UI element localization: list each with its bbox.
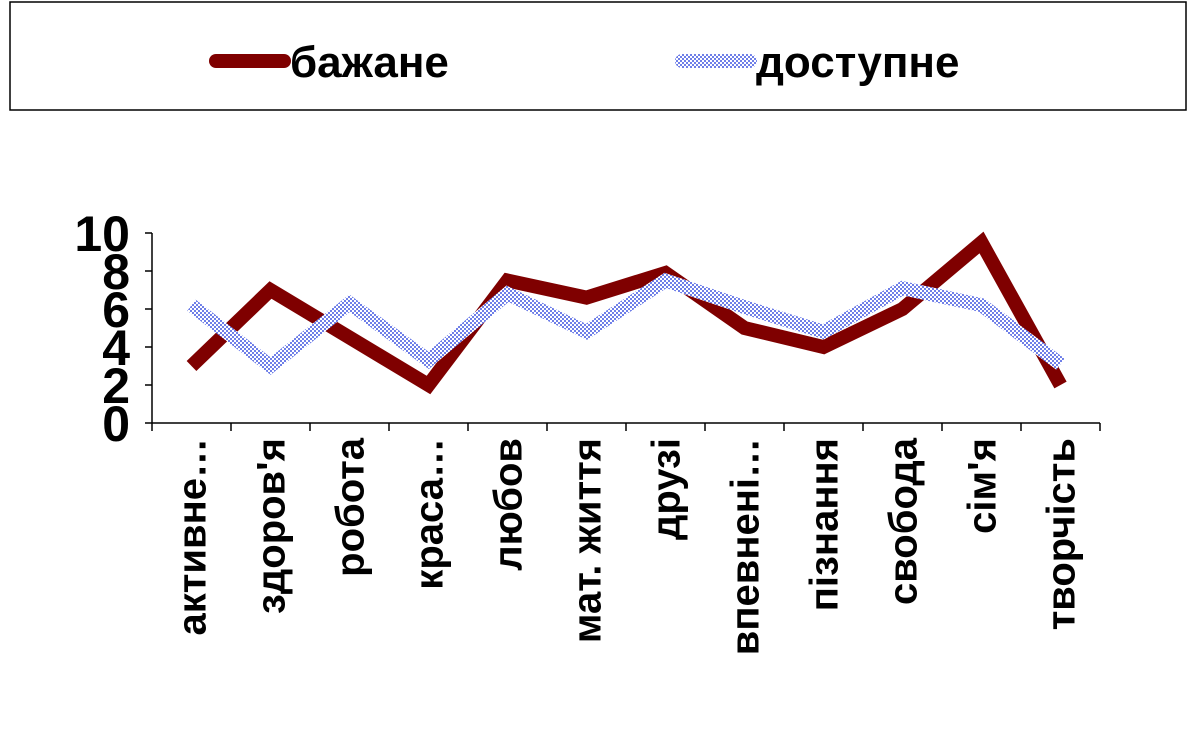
x-tick-label-7: впевнені… — [724, 438, 768, 655]
series-0-point-10 — [981, 242, 983, 244]
plot-area — [186, 231, 1067, 395]
y-tick-label-3: 6 — [102, 282, 130, 338]
x-axis: активне… здоров'я робота краса… любов мат. жи… — [151, 422, 1101, 655]
series-0-point-5 — [586, 297, 588, 299]
series-0-point-8 — [823, 346, 825, 348]
series-0-point-11 — [1060, 384, 1062, 386]
y-tick-label-4: 8 — [102, 244, 130, 300]
series-1-point-0 — [191, 304, 193, 306]
x-tick-label-10: сім'я — [961, 438, 1005, 534]
series-0-point-4 — [507, 280, 509, 282]
x-tick-label-5: мат. життя — [566, 438, 610, 643]
legend: бажане доступне — [9, 1, 1187, 111]
series-1-point-7 — [744, 306, 746, 308]
x-tick-label-0: активне… — [171, 438, 215, 635]
series-0-point-9 — [902, 308, 904, 310]
x-tick-label-8: пізнання — [803, 438, 847, 611]
series-1-point-8 — [823, 331, 825, 333]
y-tick-label-1: 2 — [102, 358, 130, 414]
y-tick-label-5: 10 — [74, 206, 130, 262]
series-1-point-1 — [270, 365, 272, 367]
series-1-point-4 — [507, 293, 509, 295]
x-tick-label-6: друзі — [645, 438, 689, 540]
legend-label-0: бажане — [290, 38, 449, 87]
series-1-point-3 — [428, 359, 430, 361]
series-1-point-10 — [981, 304, 983, 306]
series-1 — [187, 272, 1065, 375]
y-tick-label-2: 4 — [102, 320, 130, 376]
series-1-point-2 — [349, 302, 351, 304]
legend-label-1: доступне — [756, 38, 959, 87]
y-tick-label-0: 0 — [102, 396, 130, 452]
series-1-point-9 — [902, 287, 904, 289]
series-0-point-3 — [428, 384, 430, 386]
series-line-1 — [187, 272, 1065, 375]
series-1-point-11 — [1060, 363, 1062, 365]
x-tick-label-3: краса… — [408, 438, 452, 590]
x-tick-label-11: творчість — [1040, 438, 1084, 630]
series-0-point-0 — [191, 365, 193, 367]
legend-box — [9, 1, 1187, 111]
series-0-point-7 — [744, 327, 746, 329]
x-tick-label-4: любов — [487, 438, 531, 571]
x-tick-label-9: свобода — [882, 437, 926, 605]
series-0-point-2 — [349, 337, 351, 339]
series-1-point-5 — [586, 331, 588, 333]
x-tick-label-1: здоров'я — [250, 438, 294, 614]
series-0-point-1 — [270, 289, 272, 291]
series-1-point-6 — [665, 280, 667, 282]
x-tick-label-2: робота — [329, 437, 373, 577]
